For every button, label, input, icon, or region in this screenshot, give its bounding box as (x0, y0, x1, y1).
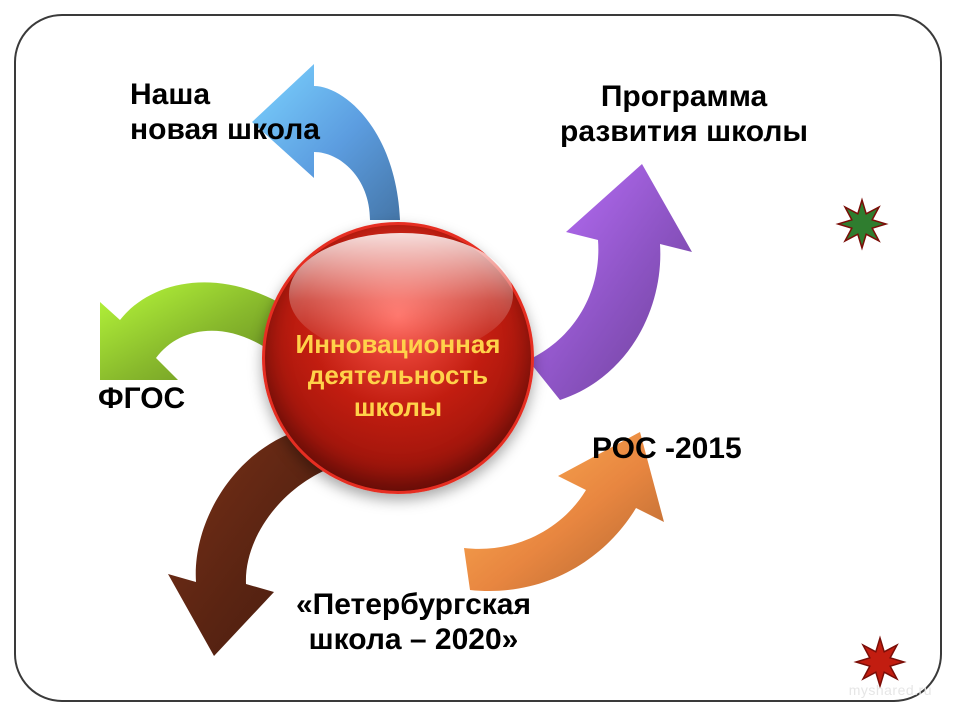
stars-group (838, 200, 904, 686)
star-red-icon (856, 638, 904, 686)
label-right-purple: Программа развития школы (560, 80, 808, 149)
arrow-left-green (100, 282, 278, 380)
label-bottom-orange: РОС -2015 (592, 432, 742, 467)
watermark: myshared.ru (849, 682, 932, 698)
center-sphere: Инновационная деятельность школы (262, 222, 534, 494)
center-text: Инновационная деятельность школы (296, 329, 501, 423)
star-green-icon (838, 200, 886, 248)
label-left-green: ФГОС (98, 382, 185, 417)
arrow-right-purple (528, 164, 692, 400)
label-top-blue: Наша новая школа (130, 78, 320, 147)
label-bottom-brown: «Петербургская школа – 2020» (296, 588, 531, 657)
